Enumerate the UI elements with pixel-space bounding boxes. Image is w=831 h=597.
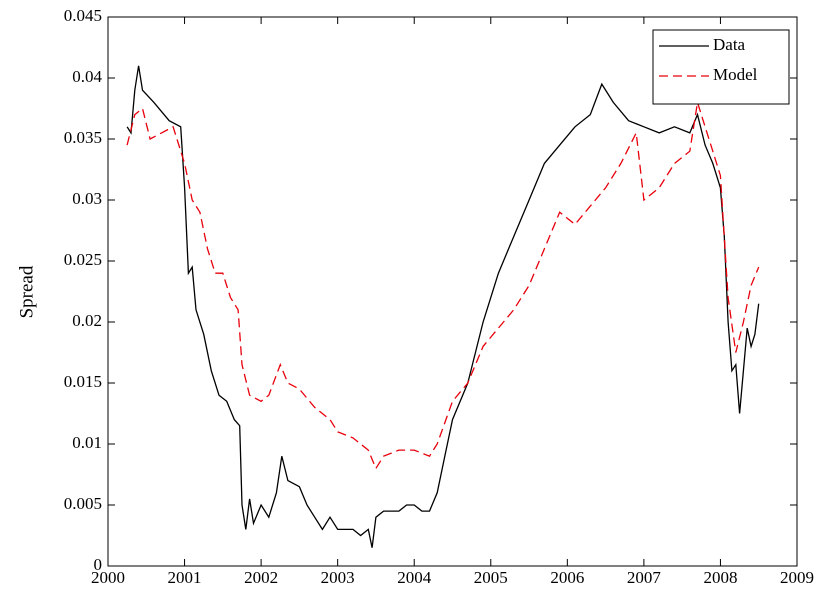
legend-label: Model bbox=[713, 65, 758, 84]
x-tick-label: 2002 bbox=[244, 568, 278, 587]
y-tick-label: 0 bbox=[94, 555, 103, 574]
x-tick-label: 2008 bbox=[703, 568, 737, 587]
x-tick-label: 2006 bbox=[550, 568, 584, 587]
y-tick-label: 0.01 bbox=[72, 433, 102, 452]
y-tick-label: 0.015 bbox=[64, 372, 102, 391]
y-tick-label: 0.02 bbox=[72, 311, 102, 330]
y-tick-label: 0.045 bbox=[64, 6, 102, 25]
data-line bbox=[126, 65, 760, 548]
y-tick-label: 0.035 bbox=[64, 128, 102, 147]
y-axis-label: Spread bbox=[16, 265, 37, 318]
plot-area bbox=[107, 16, 798, 567]
x-tick-label: 2001 bbox=[168, 568, 202, 587]
y-tick-label: 0.025 bbox=[64, 250, 102, 269]
x-tick-label: 2000 bbox=[91, 568, 125, 587]
x-tick-label: 2004 bbox=[397, 568, 432, 587]
data-line bbox=[126, 102, 760, 470]
y-tick-label: 0.04 bbox=[72, 67, 102, 86]
x-tick-label: 2007 bbox=[627, 568, 662, 587]
legend-box bbox=[652, 29, 790, 105]
x-tick-label: 2003 bbox=[321, 568, 355, 587]
legend-label: Data bbox=[713, 35, 746, 54]
x-tick-label: 2009 bbox=[780, 568, 814, 587]
x-tick-label: 2005 bbox=[474, 568, 508, 587]
y-tick-label: 0.005 bbox=[64, 494, 102, 513]
y-tick-label: 0.03 bbox=[72, 189, 102, 208]
